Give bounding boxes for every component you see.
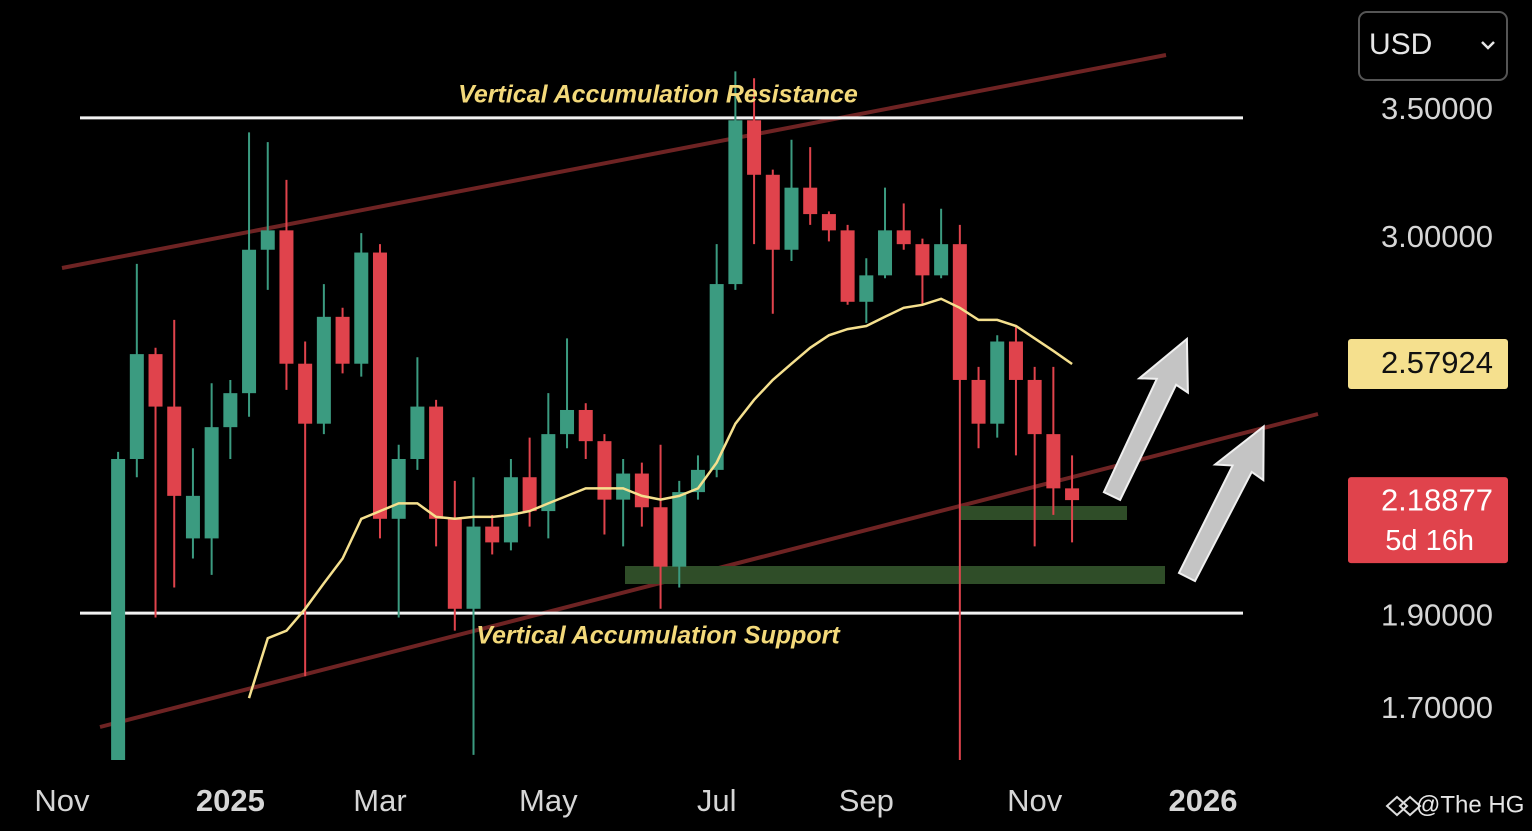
x-tick-label: Mar <box>353 783 406 818</box>
ma-price-label: 2.57924 <box>1381 345 1493 380</box>
candle-body <box>279 230 294 364</box>
candle-body <box>1046 434 1061 489</box>
y-tick-label: 3.00000 <box>1381 219 1493 254</box>
x-tick-label: Sep <box>839 783 894 818</box>
candle-body <box>522 477 537 512</box>
candle-body <box>298 363 313 424</box>
candle-body <box>335 316 350 364</box>
candle-body <box>1065 488 1080 501</box>
watermark: @The HG <box>1385 791 1524 818</box>
candle-body <box>503 477 518 543</box>
select-box[interactable] <box>1358 11 1508 81</box>
candle-body <box>597 441 612 500</box>
candle-body <box>560 409 575 435</box>
y-tick-label: 3.50000 <box>1381 91 1493 126</box>
candle-body <box>316 316 331 424</box>
candle-body <box>391 458 406 519</box>
candle-body <box>728 120 743 285</box>
candle-body <box>878 230 893 276</box>
candle-body <box>653 507 668 567</box>
candle-body <box>148 354 163 407</box>
moving-average <box>247 297 1073 699</box>
x-tick-label: Nov <box>1007 783 1063 818</box>
candle-body <box>784 187 799 250</box>
last-price-label: 2.18877 <box>1381 482 1493 517</box>
candle-body <box>896 230 911 245</box>
arrow <box>1102 336 1189 502</box>
candle-body <box>690 469 705 493</box>
candle-body <box>223 393 238 428</box>
candle-body <box>765 174 780 250</box>
candle-body <box>354 252 369 364</box>
x-tick-label: 2025 <box>196 783 265 818</box>
channel-upper <box>61 53 1167 270</box>
countdown-label: 5d 16h <box>1385 525 1474 557</box>
candle-body <box>167 406 182 496</box>
candle-body <box>840 230 855 302</box>
zone <box>625 566 1165 584</box>
zone <box>960 506 1127 520</box>
watermark-text: @The HG <box>1416 791 1524 818</box>
candle-body <box>485 526 500 543</box>
plot <box>80 71 1243 760</box>
candle-body <box>803 187 818 215</box>
watermark-icon <box>1385 795 1422 817</box>
candle-body <box>1027 379 1042 435</box>
candle-body <box>260 230 275 250</box>
candle-body <box>990 341 1005 424</box>
x-tick-label: May <box>519 783 578 818</box>
candle-body <box>915 244 930 276</box>
candle-body <box>372 252 387 519</box>
candle-body <box>709 284 724 470</box>
last-price-tag <box>1348 477 1508 564</box>
y-tick-label: 1.70000 <box>1381 690 1493 725</box>
candle-body <box>429 406 444 519</box>
ma-price-tag <box>1348 338 1508 389</box>
arrow <box>1177 424 1265 583</box>
select-value[interactable]: USD <box>1369 28 1432 61</box>
y-tick-label: 1.90000 <box>1381 598 1493 633</box>
candle-body <box>634 473 649 508</box>
candle-body <box>204 427 219 539</box>
candle-body <box>821 214 836 231</box>
currency-select[interactable]: USD <box>1358 11 1508 81</box>
candle-body <box>934 244 949 276</box>
candle-body <box>859 275 874 302</box>
candle-body <box>747 120 762 175</box>
chevron[interactable] <box>1481 41 1495 50</box>
candle-body <box>578 409 593 442</box>
candle-body <box>447 518 462 609</box>
annotation-text: Vertical Accumulation Resistance <box>458 81 858 109</box>
candle-body <box>672 492 687 567</box>
candle-body <box>185 495 200 539</box>
candle-body <box>971 379 986 424</box>
candle-body <box>616 473 631 500</box>
candle-body <box>541 434 556 512</box>
candle-body <box>242 249 257 394</box>
annotation-text: Vertical Accumulation Support <box>476 622 841 650</box>
x-tick-label: Jul <box>697 783 737 818</box>
candle-body <box>129 354 144 459</box>
candle-body <box>466 526 481 609</box>
candle-body <box>1008 341 1023 380</box>
candle-body <box>410 406 425 459</box>
candle-body <box>952 244 967 380</box>
x-tick-label: 2026 <box>1169 783 1238 818</box>
x-tick-label: Nov <box>34 783 90 818</box>
candle-body <box>111 458 126 760</box>
